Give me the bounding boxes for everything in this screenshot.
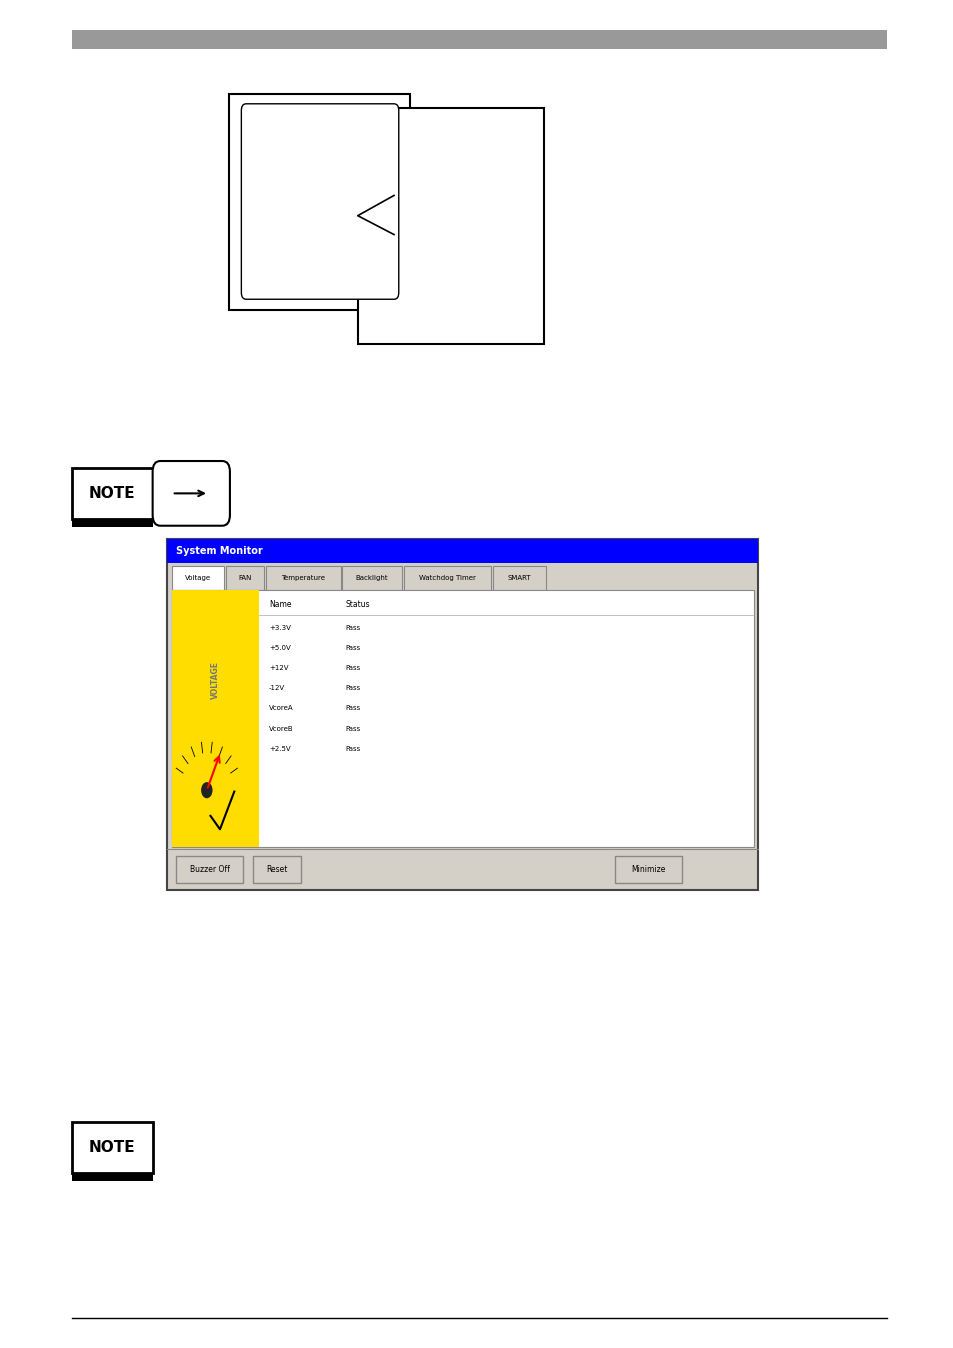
Text: Pass: Pass — [345, 644, 360, 651]
Text: FAN: FAN — [238, 576, 252, 581]
Bar — [615, 856, 681, 883]
Text: Reset: Reset — [266, 865, 287, 874]
Bar — [172, 566, 224, 590]
Text: Pass: Pass — [345, 725, 360, 732]
Text: -12V: -12V — [269, 685, 285, 692]
Text: Buzzer Off: Buzzer Off — [190, 865, 230, 874]
Bar — [71, 519, 152, 527]
Bar — [172, 590, 259, 847]
Text: Temperature: Temperature — [281, 576, 325, 581]
Text: VcoreA: VcoreA — [269, 705, 294, 712]
Bar — [71, 468, 152, 519]
Bar — [167, 539, 758, 890]
Bar — [229, 94, 410, 310]
Text: Pass: Pass — [345, 665, 360, 671]
Text: +12V: +12V — [269, 665, 288, 671]
Bar — [403, 566, 491, 590]
Bar — [226, 566, 264, 590]
FancyBboxPatch shape — [152, 461, 230, 526]
Text: Pass: Pass — [345, 624, 360, 631]
Bar — [266, 566, 340, 590]
Text: Minimize: Minimize — [631, 865, 665, 874]
Text: Watchdog Timer: Watchdog Timer — [418, 576, 476, 581]
FancyBboxPatch shape — [241, 104, 398, 299]
Text: System Monitor: System Monitor — [176, 546, 263, 557]
Text: Pass: Pass — [345, 745, 360, 752]
Text: Backlight: Backlight — [355, 576, 388, 581]
Text: VOLTAGE: VOLTAGE — [211, 661, 220, 700]
Text: Name: Name — [269, 600, 292, 608]
Bar — [71, 30, 886, 49]
Bar — [71, 1122, 152, 1173]
Text: NOTE: NOTE — [89, 485, 135, 501]
Text: +5.0V: +5.0V — [269, 644, 291, 651]
Bar — [172, 590, 753, 847]
Text: NOTE: NOTE — [89, 1139, 135, 1155]
Bar — [71, 1173, 152, 1181]
Bar — [342, 566, 401, 590]
Text: Status: Status — [345, 600, 370, 608]
Text: VcoreB: VcoreB — [269, 725, 294, 732]
Bar — [167, 539, 758, 563]
Circle shape — [201, 782, 213, 798]
Bar — [253, 856, 300, 883]
Text: Voltage: Voltage — [185, 576, 211, 581]
Text: Pass: Pass — [345, 705, 360, 712]
Bar — [493, 566, 545, 590]
Text: SMART: SMART — [507, 576, 531, 581]
Text: +3.3V: +3.3V — [269, 624, 291, 631]
Text: Pass: Pass — [345, 685, 360, 692]
Text: +2.5V: +2.5V — [269, 745, 291, 752]
Bar — [357, 108, 543, 344]
Bar — [176, 856, 243, 883]
